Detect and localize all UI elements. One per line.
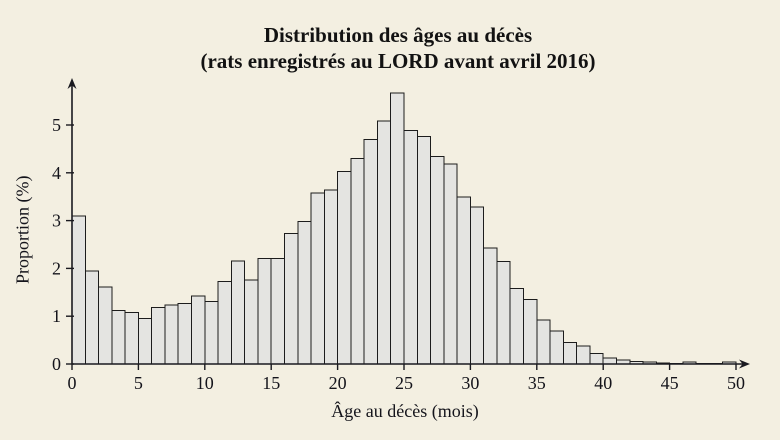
chart-title-line1: Distribution des âges au décès [263, 23, 533, 47]
x-tick-label: 0 [68, 373, 77, 393]
histogram-bar [217, 280, 232, 365]
histogram-bar [177, 302, 193, 365]
histogram-bar [230, 260, 246, 365]
histogram-bar [430, 156, 445, 365]
histogram-bar [483, 247, 498, 365]
x-tick-label: 15 [262, 373, 280, 393]
x-tick-label: 30 [461, 373, 479, 393]
histogram-bar [204, 300, 219, 365]
y-tick-label: 0 [52, 354, 61, 374]
x-tick-label: 5 [134, 373, 143, 393]
x-tick-label: 50 [727, 373, 745, 393]
histogram-bar [456, 196, 471, 365]
y-tick-label: 1 [52, 306, 61, 326]
x-tick-label: 40 [594, 373, 612, 393]
y-axis-arrow-icon [67, 78, 77, 89]
histogram-bar [496, 261, 511, 365]
histogram-bar [244, 279, 259, 365]
histogram-bar [137, 318, 153, 365]
histogram-bar [164, 304, 179, 365]
histogram-bar [469, 206, 485, 365]
histogram-bar [589, 352, 604, 365]
y-tick-label: 2 [52, 258, 61, 278]
histogram-bar [257, 257, 272, 365]
y-tick-label: 4 [52, 163, 61, 183]
histogram-bar [124, 311, 139, 365]
histogram-bar [509, 287, 525, 365]
histogram-bar [562, 341, 578, 365]
histogram-bar [576, 345, 591, 365]
histogram-bar [376, 120, 392, 365]
x-tick-label: 25 [395, 373, 413, 393]
histogram-bar [350, 157, 365, 365]
chart-title: Distribution des âges au décès (rats enr… [0, 22, 780, 74]
histogram-bar [310, 192, 325, 365]
histogram-bar [549, 330, 564, 365]
histogram-bar [151, 307, 166, 365]
y-tick-label: 5 [52, 115, 61, 135]
histogram-bar [602, 357, 617, 365]
histogram-bar [98, 286, 113, 365]
x-axis-label: Âge au décès (mois) [331, 401, 479, 421]
x-tick-label: 45 [661, 373, 679, 393]
histogram-bar [297, 221, 312, 365]
histogram-bar [523, 298, 538, 365]
histogram-bar [323, 189, 339, 365]
x-tick-label: 20 [329, 373, 347, 393]
histogram-bar [403, 130, 418, 365]
histogram-bar [283, 233, 299, 365]
histogram-bar [84, 270, 100, 365]
histogram-bar [363, 138, 378, 365]
histogram-bar [71, 215, 86, 365]
histogram-bar [270, 257, 285, 365]
histogram-bar [443, 163, 458, 365]
histogram-bar [536, 319, 551, 365]
x-tick-label: 35 [528, 373, 546, 393]
histogram-bar [416, 135, 432, 365]
chart-title-line2: (rats enregistrés au LORD avant avril 20… [200, 49, 596, 73]
x-tick-label: 10 [196, 373, 214, 393]
x-axis-arrow-icon [739, 359, 750, 369]
histogram-bar [390, 92, 405, 365]
y-tick-label: 3 [52, 211, 61, 231]
histogram-bar [191, 295, 206, 365]
histogram-bar [111, 309, 126, 365]
histogram-bar [337, 170, 352, 365]
